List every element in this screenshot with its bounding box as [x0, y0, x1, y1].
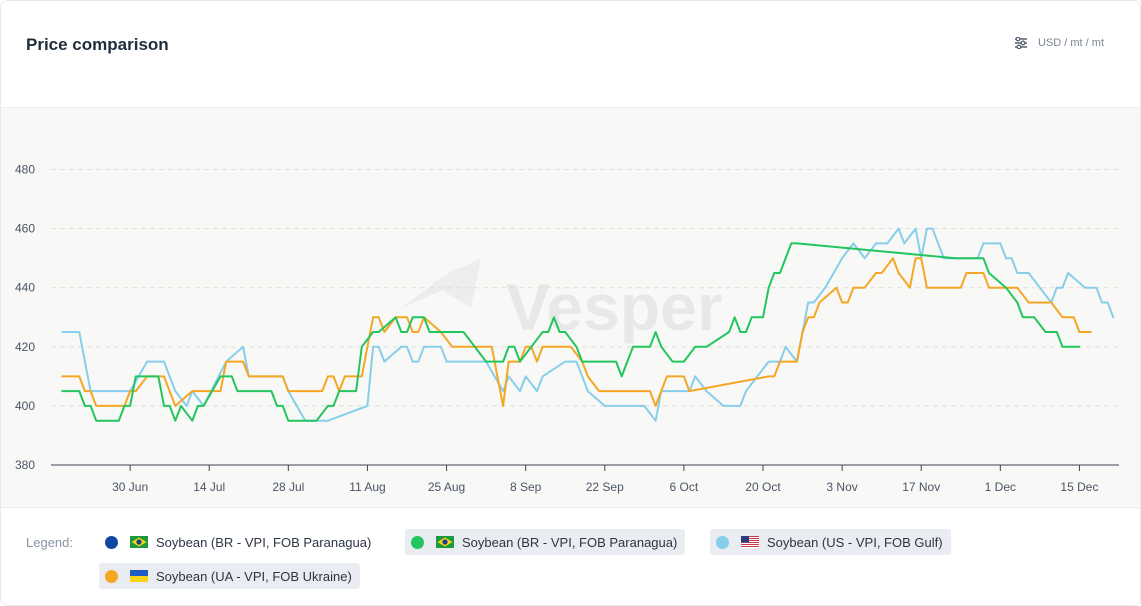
legend-color-dot — [411, 535, 424, 549]
x-tick-label: 30 Jun — [112, 480, 148, 494]
brazil-flag-icon — [130, 536, 156, 548]
x-tick-label: 15 Dec — [1060, 480, 1098, 494]
y-tick-label: 460 — [15, 222, 35, 236]
legend-item[interactable]: Soybean (UA - VPI, FOB Ukraine) — [99, 563, 360, 589]
x-tick-label: 28 Jul — [272, 480, 304, 494]
svg-text:Vesper: Vesper — [506, 270, 723, 344]
legend-item-label: Soybean (BR - VPI, FOB Paranagua) — [462, 534, 678, 550]
y-tick-label: 400 — [15, 399, 35, 413]
ukraine-flag-icon — [130, 570, 156, 582]
x-tick-label: 14 Jul — [193, 480, 225, 494]
y-tick-label: 380 — [15, 458, 35, 472]
sliders-icon — [1015, 37, 1027, 49]
legend-label: Legend: — [26, 535, 73, 550]
legend-item-label: Soybean (US - VPI, FOB Gulf) — [767, 534, 943, 550]
chart-area: Vesper 380 400 420 440 460 480 30 Jun 14 Jul 28 … — [1, 108, 1140, 506]
x-tick-label: 17 Nov — [902, 480, 940, 494]
series-line[interactable] — [61, 242, 1081, 422]
price-line-chart: Vesper 380 400 420 440 460 480 30 Jun 14 Jul 28 … — [15, 163, 1119, 494]
us-flag-icon — [741, 536, 767, 548]
legend-item[interactable]: Soybean (BR - VPI, FOB Paranagua) — [405, 529, 686, 555]
legend-item-label: Soybean (UA - VPI, FOB Ukraine) — [156, 568, 352, 584]
x-tick-label: 8 Sep — [510, 480, 542, 494]
x-tick-label: 3 Nov — [826, 480, 857, 494]
y-tick-label: 440 — [15, 281, 35, 295]
x-tick-label: 1 Dec — [985, 480, 1016, 494]
legend-item[interactable]: Soybean (US - VPI, FOB Gulf) — [710, 529, 951, 555]
legend-color-dot — [105, 569, 118, 583]
brazil-flag-icon — [436, 536, 462, 548]
legend-item-label: Soybean (BR - VPI, FOB Paranagua) — [156, 534, 372, 550]
legend-color-dot — [716, 535, 729, 549]
card-header: Price comparison USD / mt / mt — [1, 1, 1140, 108]
y-tick-label: 480 — [15, 163, 35, 177]
legend-item[interactable]: Soybean (BR - VPI, FOB Paranagua) — [99, 529, 379, 555]
unit-selector[interactable]: USD / mt / mt — [1014, 37, 1104, 49]
x-tick-label: 20 Oct — [745, 480, 781, 494]
chart-legend: Legend: Soybean (BR - VPI, FOB Paranagua… — [1, 507, 1140, 605]
x-tick-label: 11 Aug — [349, 480, 385, 494]
series-line[interactable] — [61, 257, 1092, 407]
y-tick-label: 420 — [15, 340, 35, 354]
x-tick-label: 6 Oct — [670, 480, 699, 494]
page-title: Price comparison — [26, 35, 169, 54]
x-tick-label: 22 Sep — [586, 480, 624, 494]
unit-label: USD / mt / mt — [1038, 37, 1104, 49]
legend-color-dot — [105, 535, 118, 549]
x-tick-label: 25 Aug — [428, 480, 465, 494]
